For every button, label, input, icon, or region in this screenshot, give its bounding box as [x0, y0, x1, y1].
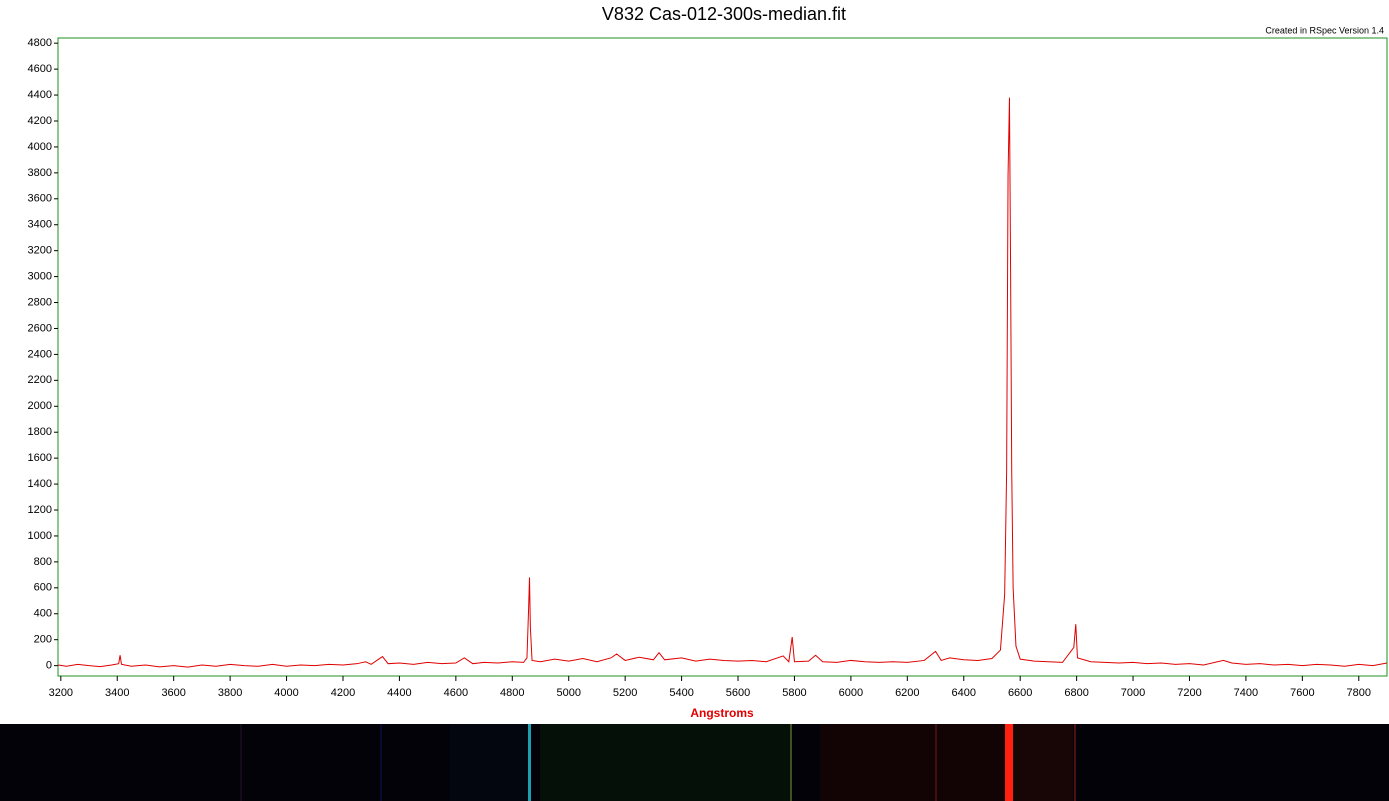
y-tick-label: 3600 [28, 193, 52, 205]
y-tick-label: 4000 [28, 141, 52, 153]
y-tick-label: 400 [34, 608, 52, 620]
x-tick-label: 5000 [556, 687, 580, 699]
y-tick-label: 2400 [28, 348, 52, 360]
x-tick-label: 7400 [1234, 687, 1258, 699]
chart-title: V832 Cas-012-300s-median.fit [602, 4, 846, 24]
y-tick-label: 0 [46, 660, 52, 672]
x-tick-label: 6400 [952, 687, 976, 699]
x-tick-label: 7600 [1290, 687, 1314, 699]
y-tick-label: 800 [34, 556, 52, 568]
spectrum-strip [0, 724, 1389, 801]
y-tick-label: 1600 [28, 452, 52, 464]
y-tick-label: 3400 [28, 219, 52, 231]
x-tick-label: 7200 [1177, 687, 1201, 699]
x-tick-label: 7000 [1121, 687, 1145, 699]
x-tick-label: 4200 [331, 687, 355, 699]
x-axis-label: Angstroms [690, 706, 754, 720]
x-tick-label: 5200 [613, 687, 637, 699]
x-tick-label: 3400 [105, 687, 129, 699]
y-tick-label: 2000 [28, 400, 52, 412]
x-tick-label: 3600 [161, 687, 185, 699]
y-tick-label: 1800 [28, 426, 52, 438]
x-tick-label: 4800 [500, 687, 524, 699]
y-tick-label: 3200 [28, 245, 52, 257]
y-tick-label: 3000 [28, 271, 52, 283]
x-tick-label: 5800 [782, 687, 806, 699]
y-tick-label: 4600 [28, 63, 52, 75]
x-tick-label: 7800 [1347, 687, 1371, 699]
x-tick-label: 6600 [1008, 687, 1032, 699]
y-tick-label: 2200 [28, 374, 52, 386]
y-tick-label: 1000 [28, 530, 52, 542]
spectrum-line [57, 97, 1388, 668]
y-tick-label: 2600 [28, 322, 52, 334]
y-tick-label: 600 [34, 582, 52, 594]
y-tick-label: 4400 [28, 89, 52, 101]
plot-frame [57, 37, 1388, 677]
plot: 0 200 400 600 800 1000 1200 1400 1600 1800 2000 220… [28, 37, 1388, 699]
y-tick-label: 2800 [28, 296, 52, 308]
x-tick-label: 6800 [1064, 687, 1088, 699]
x-tick-label: 3800 [218, 687, 242, 699]
x-tick-label: 4400 [387, 687, 411, 699]
y-tick-label: 4200 [28, 115, 52, 127]
note: Created in RSpec Version 1.4 [1265, 25, 1384, 35]
x-tick-label: 3200 [49, 687, 73, 699]
y-tick-label: 1400 [28, 478, 52, 490]
x-tick-label: 5400 [669, 687, 693, 699]
y-tick-label: 1200 [28, 504, 52, 516]
x-tick-label: 4600 [444, 687, 468, 699]
x-tick-label: 4000 [274, 687, 298, 699]
x-tick-label: 5600 [726, 687, 750, 699]
y-tick-label: 4800 [28, 37, 52, 49]
x-tick-label: 6000 [839, 687, 863, 699]
x-tick-label: 6200 [895, 687, 919, 699]
y-tick-label: 3800 [28, 167, 52, 179]
y-tick-label: 200 [34, 634, 52, 646]
